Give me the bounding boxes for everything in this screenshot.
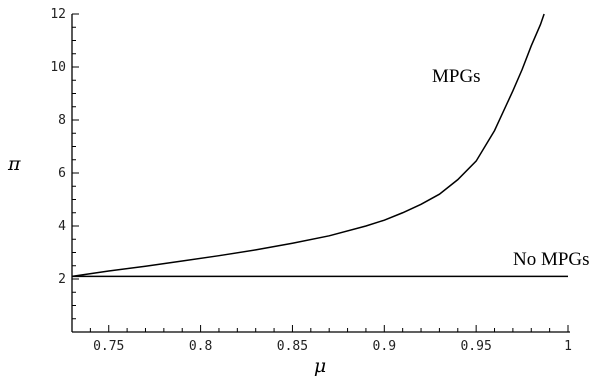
axes [71,14,570,333]
x-tick-label: 0.95 [460,339,491,354]
y-tick-label: 10 [50,60,66,75]
series-line-mpgs [71,13,545,278]
y-tick-label: 8 [58,113,66,128]
x-tick-label: 0.8 [189,339,212,354]
y-axis-label: π [7,153,21,175]
x-axis-label: μ [314,355,326,377]
x-tick-label: 0.85 [277,339,308,354]
y-tick-label: 4 [58,219,66,234]
y-tick-label: 12 [50,7,66,22]
x-tick-label: 0.75 [93,339,124,354]
series-lines [71,13,568,278]
series-label-no-mpgs: No MPGs [513,249,590,270]
x-tick-label: 0.9 [373,339,396,354]
y-tick-label: 2 [58,272,66,287]
x-tick-label: 1 [564,339,572,354]
y-tick-label: 6 [58,166,66,181]
series-label-mpgs: MPGs [432,66,481,87]
